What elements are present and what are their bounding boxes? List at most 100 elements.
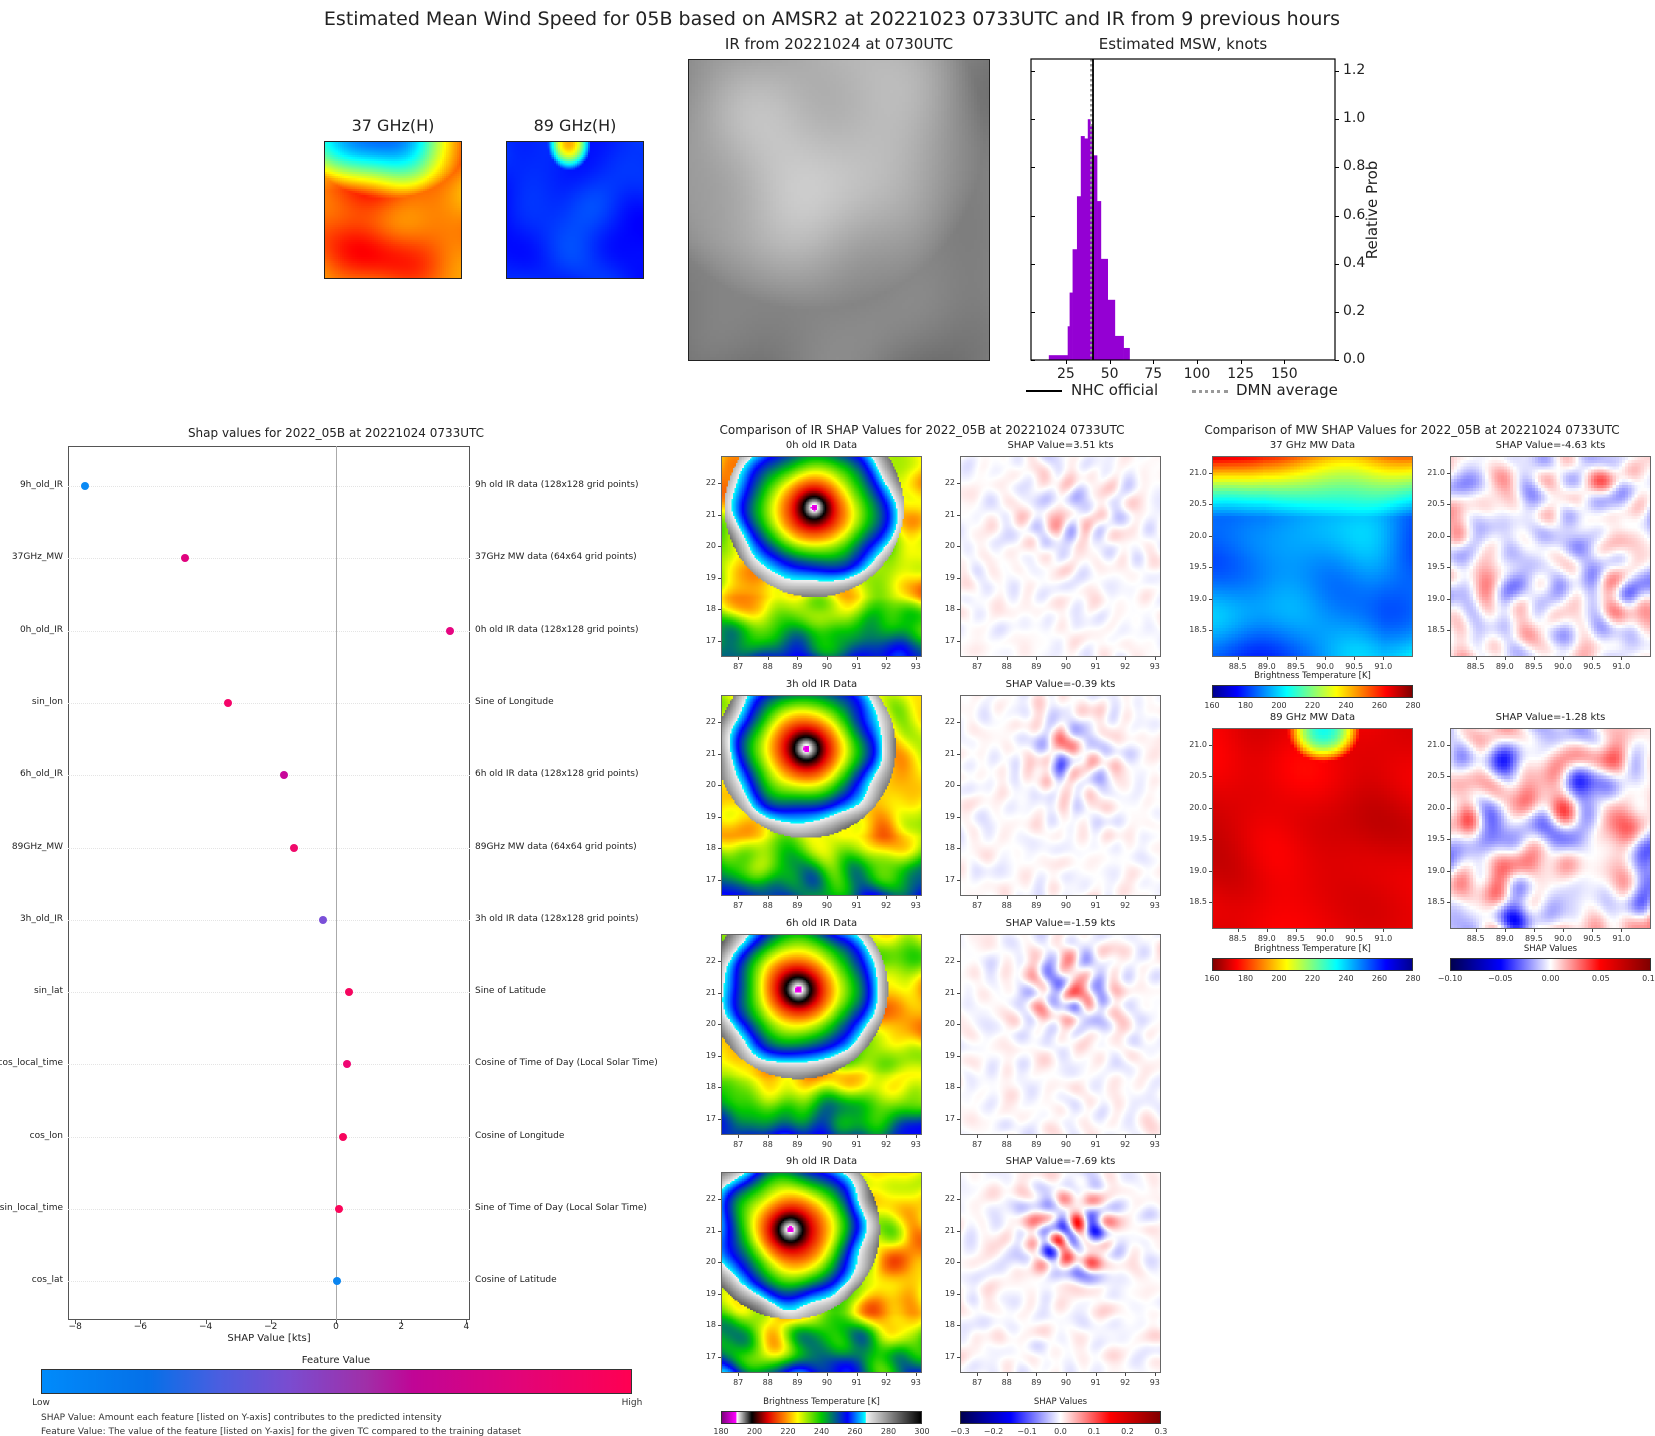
zero-line <box>336 446 337 1320</box>
x-tick-mark <box>1592 657 1594 660</box>
y-tick-mark <box>718 722 721 724</box>
x-tick-label: 87 <box>733 1378 744 1387</box>
mw89-brightness-colorbar-label: Brightness Temperature [K] <box>1254 944 1371 954</box>
y-tick-label: 0.2 <box>1343 302 1366 319</box>
x-tick-mark <box>1065 360 1067 364</box>
mw37-image <box>324 141 462 279</box>
x-tick-mark <box>738 1135 740 1138</box>
x-tick-mark <box>1036 657 1038 660</box>
y-tick-label: 19.0 <box>1427 593 1445 603</box>
x-tick-label: 93 <box>910 1378 921 1387</box>
dmn-legend-line <box>1192 390 1228 393</box>
y-tick-mark <box>718 1356 721 1358</box>
x-tick-mark <box>738 896 740 899</box>
y-tick-mark <box>1209 472 1212 474</box>
ir-shap-panel-image <box>960 934 1161 1135</box>
x-tick-mark <box>1295 929 1297 932</box>
x-tick-mark <box>1154 1135 1156 1138</box>
mw89-title: 89 GHz(H) <box>533 116 617 135</box>
colorbar-tick-label: 260 <box>1371 701 1388 710</box>
x-tick-label: 88 <box>762 662 773 671</box>
y-tick-label: 20 <box>705 1257 716 1267</box>
x-tick-label: 90 <box>821 901 833 910</box>
x-tick-mark <box>856 657 858 660</box>
ir-data-panel-title: 3h old IR Data <box>785 679 858 690</box>
x-tick-mark <box>826 896 828 899</box>
x-tick-mark <box>1533 929 1535 932</box>
colorbar-tick-label: 0.05 <box>1591 974 1610 983</box>
y-tick-label: 20 <box>944 1019 955 1029</box>
feature-label: cos_lat <box>31 1275 63 1286</box>
x-tick-mark <box>466 1320 468 1324</box>
x-tick-label: 87 <box>733 662 744 671</box>
x-tick-label: 90 <box>1060 662 1072 671</box>
y-tick-mark <box>957 546 960 548</box>
x-tick-mark <box>977 657 979 660</box>
mw89-brightness-colorbar <box>1212 958 1413 971</box>
histogram-bar <box>1090 126 1094 360</box>
x-tick-label: 90 <box>1060 1140 1072 1149</box>
y-tick-mark <box>1447 629 1450 631</box>
y-tick-label: 20 <box>944 780 955 790</box>
colorbar-tick-label: 200 <box>746 1427 763 1436</box>
histogram-bar <box>1087 119 1091 360</box>
x-tick-mark <box>767 1373 769 1376</box>
feature-description: Cosine of Time of Day (Local Solar Time) <box>475 1058 658 1069</box>
x-tick-label: 92 <box>1120 901 1131 910</box>
feature-gridline <box>68 558 470 560</box>
ir-shap-panel-image <box>960 456 1161 657</box>
colorbar-tick-label: 240 <box>1338 974 1354 983</box>
y-tick-label: 21 <box>705 748 716 758</box>
y-tick-mark <box>957 879 960 881</box>
x-tick-label: 90 <box>1060 901 1072 910</box>
x-tick-label: 91 <box>1090 901 1101 910</box>
shap-dot <box>280 771 289 780</box>
x-tick-mark <box>856 1373 858 1376</box>
y-tick-label: 0.8 <box>1343 158 1366 175</box>
x-tick-mark <box>915 657 917 660</box>
x-tick-label: 2 <box>398 1322 405 1332</box>
y-tick-label: 18 <box>944 843 955 853</box>
x-tick-label: 90.5 <box>1583 662 1602 671</box>
colorbar-tick-label: −0.3 <box>950 1427 970 1436</box>
histogram-bar <box>1048 355 1068 360</box>
x-tick-mark <box>1095 657 1097 660</box>
x-tick-mark <box>75 1320 77 1324</box>
feature-label: sin_lon <box>31 696 63 707</box>
y-tick-label: 18 <box>705 1320 716 1330</box>
colorbar-tick-label: 220 <box>1304 974 1321 983</box>
y-tick-mark <box>957 640 960 642</box>
y-tick-mark <box>957 1293 960 1295</box>
x-tick-label: 92 <box>881 1140 892 1149</box>
feature-description: Cosine of Longitude <box>475 1130 565 1141</box>
histogram-bar <box>1076 196 1082 360</box>
x-tick-label: 88.5 <box>1228 662 1247 671</box>
x-tick-label: 91 <box>851 662 862 671</box>
y-tick-mark <box>1031 311 1035 313</box>
y-tick-label: 19.5 <box>1427 562 1445 572</box>
x-tick-mark <box>1154 1373 1156 1376</box>
x-tick-label: −6 <box>133 1322 148 1332</box>
x-tick-mark <box>767 896 769 899</box>
y-tick-label: 22 <box>944 717 955 727</box>
y-tick-label: 21 <box>705 509 716 519</box>
x-tick-label: 92 <box>1120 662 1131 671</box>
x-tick-label: 88.5 <box>1228 934 1247 943</box>
x-tick-label: 100 <box>1183 366 1211 382</box>
y-tick-label: 22 <box>705 1194 716 1204</box>
histogram-bar <box>1080 136 1085 360</box>
y-tick-mark <box>957 753 960 755</box>
x-tick-label: 93 <box>1149 1140 1160 1149</box>
x-tick-mark <box>1125 896 1127 899</box>
y-tick-mark <box>1209 839 1212 841</box>
y-tick-mark <box>957 483 960 485</box>
y-tick-mark <box>1447 901 1450 903</box>
x-tick-mark <box>915 1135 917 1138</box>
y-tick-mark <box>957 785 960 787</box>
ir-shap-panel-title: SHAP Value=3.51 kts <box>1007 440 1114 451</box>
x-tick-mark <box>886 1373 888 1376</box>
feature-gridline <box>68 630 470 632</box>
x-tick-mark <box>767 1135 769 1138</box>
x-tick-label: 87 <box>733 1140 744 1149</box>
x-tick-mark <box>336 1320 337 1324</box>
